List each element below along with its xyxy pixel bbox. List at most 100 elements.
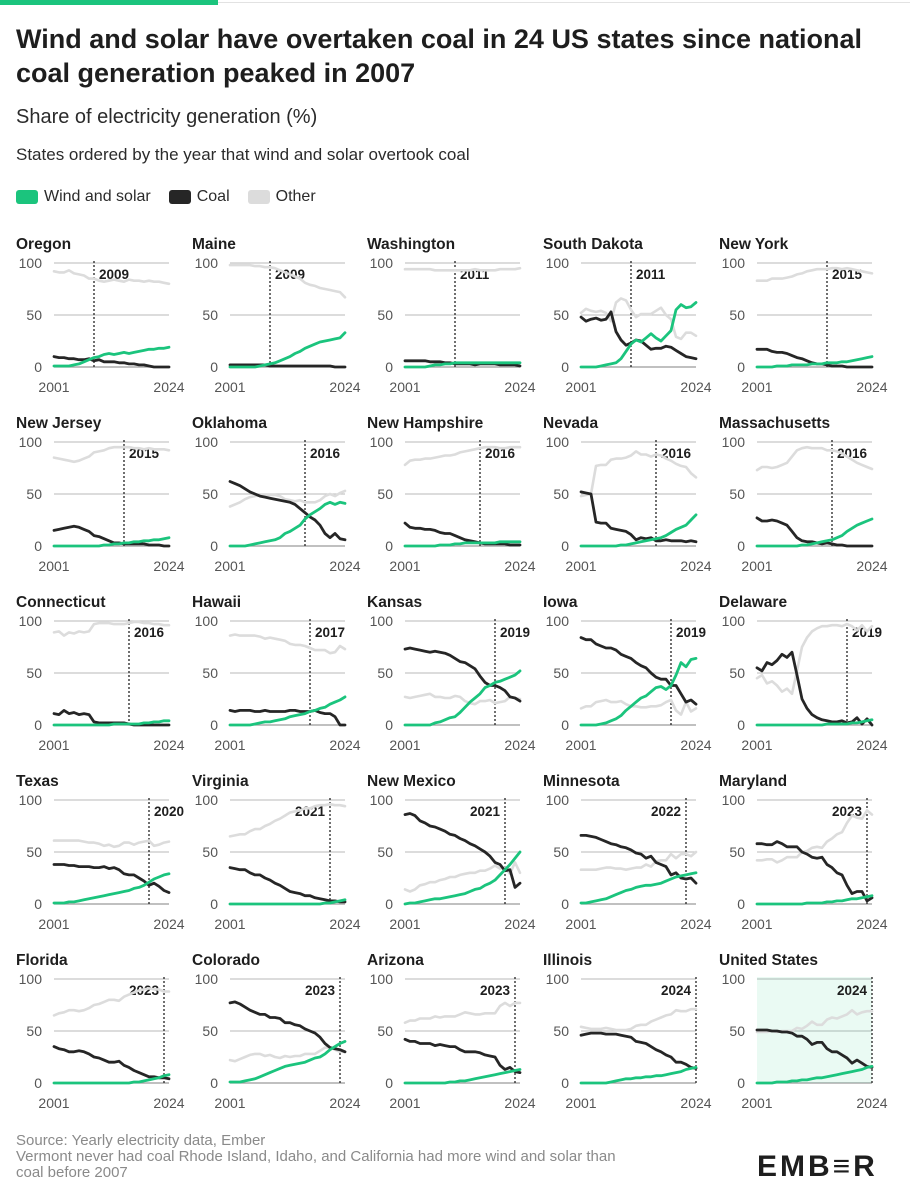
legend-item-coal: Coal [168, 188, 230, 206]
panel-south-dakota: South Dakota 0 50 100 2001 2024 2011 [543, 236, 712, 395]
x-tick-label: 2024 [856, 1095, 887, 1111]
panel-minnesota: Minnesota 0 50 100 2001 2024 2022 [543, 773, 712, 932]
legend: Wind and solar Coal Other [16, 188, 334, 206]
y-tick-label: 0 [561, 359, 569, 375]
y-tick-label: 100 [722, 434, 746, 450]
x-tick-label: 2001 [38, 379, 69, 395]
y-tick-label: 50 [377, 486, 393, 502]
series-line-wind-solar [755, 894, 874, 906]
panel-title: Arizona [367, 952, 424, 969]
source-line: Source: Yearly electricity data, Ember [16, 1132, 266, 1149]
panel-title: Kansas [367, 594, 422, 611]
crossover-year-label: 2011 [636, 267, 666, 282]
panel-title: Nevada [543, 415, 599, 432]
panel-title: South Dakota [543, 236, 643, 253]
series-line-coal [52, 1045, 171, 1081]
y-tick-label: 0 [385, 359, 393, 375]
y-tick-label: 0 [34, 359, 42, 375]
y-tick-label: 0 [385, 538, 393, 554]
series-line-wind-solar [403, 540, 522, 548]
series-line-wind-solar [228, 500, 347, 548]
series-line-other [579, 297, 698, 341]
y-tick-label: 0 [561, 1075, 569, 1091]
panel-texas: Texas 0 50 100 2001 2024 2020 [16, 773, 185, 932]
series-line-other [403, 1001, 522, 1024]
crossover-year-label: 2020 [154, 804, 184, 819]
y-tick-label: 50 [553, 665, 569, 681]
y-tick-label: 100 [195, 971, 219, 987]
series-line-other [228, 489, 347, 508]
series-line-wind-solar [228, 1040, 347, 1084]
x-tick-label: 2001 [741, 379, 772, 395]
panel-oklahoma: Oklahoma 0 50 100 2001 2024 2016 [192, 415, 361, 574]
crossover-year-label: 2022 [651, 804, 681, 819]
x-tick-label: 2024 [329, 379, 360, 395]
top-rule [218, 2, 910, 3]
series-line-coal [755, 516, 874, 548]
x-tick-label: 2001 [565, 1095, 596, 1111]
y-tick-label: 100 [195, 255, 219, 271]
x-tick-label: 2024 [329, 737, 360, 753]
y-tick-label: 50 [202, 486, 218, 502]
y-tick-label: 100 [722, 255, 746, 271]
series-line-coal [52, 709, 171, 727]
series-line-coal [403, 521, 522, 547]
x-tick-label: 2001 [389, 916, 420, 932]
crossover-year-label: 2021 [295, 804, 326, 819]
series-line-wind-solar [755, 1065, 874, 1085]
y-tick-label: 50 [729, 844, 745, 860]
x-tick-label: 2001 [214, 558, 245, 574]
x-tick-label: 2024 [856, 379, 887, 395]
legend-swatch-other [247, 190, 270, 204]
source-note: Source: Yearly electricity data, Ember V… [16, 1133, 616, 1181]
y-tick-label: 50 [377, 844, 393, 860]
ember-logo: EMB≡R [757, 1150, 878, 1183]
x-tick-label: 2024 [504, 379, 535, 395]
x-tick-label: 2024 [856, 558, 887, 574]
panel-illinois: Illinois 0 50 100 2001 2024 2024 [543, 952, 712, 1111]
y-tick-label: 0 [34, 538, 42, 554]
y-tick-label: 50 [553, 844, 569, 860]
panel-virginia: Virginia 0 50 100 2001 2024 2021 [192, 773, 361, 932]
series-line-wind-solar [755, 718, 874, 727]
crossover-year-label: 2017 [315, 625, 345, 640]
panel-title: Virginia [192, 773, 249, 790]
panel-title: Minnesota [543, 773, 620, 790]
panel-hawaii: Hawaii 0 50 100 2001 2024 2017 [192, 594, 361, 753]
x-tick-label: 2001 [741, 737, 772, 753]
y-tick-label: 0 [210, 538, 218, 554]
panel-title: Texas [16, 773, 59, 790]
x-tick-label: 2001 [214, 1095, 245, 1111]
x-tick-label: 2024 [153, 737, 184, 753]
series-line-wind-solar [403, 850, 522, 906]
panel-new-hampshire: New Hampshire 0 50 100 2001 2024 2016 [367, 415, 536, 574]
y-tick-label: 100 [19, 971, 43, 987]
x-tick-label: 2024 [153, 916, 184, 932]
series-line-wind-solar [403, 1068, 522, 1085]
series-line-wind-solar [403, 361, 522, 369]
y-tick-label: 100 [722, 613, 746, 629]
legend-swatch-coal [168, 190, 191, 204]
y-tick-label: 100 [370, 434, 394, 450]
series-line-wind-solar [755, 517, 874, 548]
x-tick-label: 2024 [856, 916, 887, 932]
x-tick-label: 2001 [389, 737, 420, 753]
panel-title: Illinois [543, 952, 592, 969]
x-tick-label: 2024 [680, 916, 711, 932]
y-tick-label: 0 [737, 717, 745, 733]
series-line-coal [579, 310, 698, 361]
series-line-coal [403, 646, 522, 703]
x-tick-label: 2001 [38, 1095, 69, 1111]
legend-label-coal: Coal [196, 188, 230, 205]
y-tick-label: 0 [34, 717, 42, 733]
series-line-coal [228, 363, 347, 369]
series-line-coal [403, 1037, 522, 1074]
crossover-year-label: 2023 [305, 983, 336, 998]
y-tick-label: 50 [26, 665, 42, 681]
series-line-other [52, 839, 171, 849]
panel-new-mexico: New Mexico 0 50 100 2001 2024 2021 [367, 773, 536, 932]
x-tick-label: 2024 [329, 558, 360, 574]
